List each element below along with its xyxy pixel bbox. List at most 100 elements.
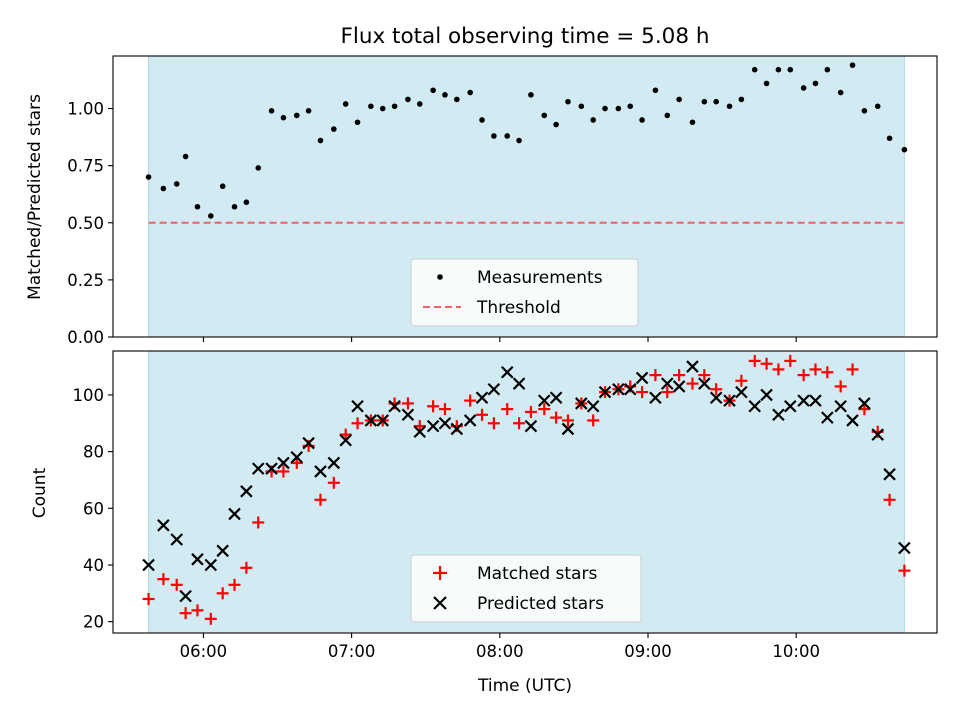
matched-point (883, 493, 896, 506)
measurement-point (331, 126, 337, 132)
predicted-point-d2 (686, 360, 699, 373)
matched-point (191, 604, 204, 617)
predicted-point (660, 377, 674, 390)
matched-point (748, 354, 761, 367)
measurement-point (379, 105, 386, 112)
matched-point (858, 403, 871, 416)
measurement-point (219, 183, 226, 190)
counts-y-tick-label: 100 (73, 386, 105, 405)
measurement-point (243, 199, 250, 206)
predicted-point-d2 (426, 419, 440, 433)
measurement-point (824, 66, 831, 73)
matched-point (710, 383, 723, 396)
predicted-point-d2 (142, 558, 155, 572)
predicted-point-d2 (821, 411, 834, 424)
measurement-point (751, 66, 758, 73)
predicted-point (339, 433, 352, 447)
matched-point (413, 420, 426, 433)
predicted-point-d2 (760, 388, 773, 402)
matched-point (339, 428, 352, 441)
legend-threshold-label: Threshold (476, 298, 561, 318)
measurement-point (689, 119, 696, 126)
predicted-point-d2 (512, 377, 526, 390)
predicted-point (204, 558, 218, 572)
matched-point (561, 414, 574, 427)
measurement-point (726, 103, 733, 110)
measurement-point (491, 133, 497, 139)
ratio-y-ticks: 0.00 0.25 0.50 0.75 1.00 (67, 100, 113, 347)
predicted-point-d2 (191, 553, 204, 566)
predicted-point-d2 (858, 397, 871, 410)
predicted-point (898, 541, 911, 555)
predicted-point-d2 (635, 371, 649, 385)
predicted-point-d2 (277, 456, 290, 470)
predicted-point-d2 (883, 468, 896, 481)
measurement-point (590, 117, 596, 123)
predicted-points (142, 360, 911, 603)
legend-matched-label: Matched stars (477, 564, 597, 584)
predicted-point-d2 (772, 408, 785, 422)
matched-point (240, 561, 253, 574)
matched-point (204, 612, 217, 625)
x-tick-label: 09:00 (624, 642, 672, 661)
predicted-point (698, 377, 711, 390)
predicted-point-d2 (784, 399, 797, 413)
matched-point (821, 366, 834, 379)
predicted-point (760, 388, 773, 402)
measurement-point (664, 112, 671, 119)
predicted-point-d2 (463, 414, 477, 427)
predicted-point (251, 462, 265, 475)
measurement-point (145, 174, 152, 180)
measurement-point (255, 165, 262, 171)
matched-point (501, 403, 514, 416)
measurement-point (849, 62, 856, 68)
legend-predicted-x-icon (433, 596, 447, 610)
matched-point (427, 400, 440, 413)
predicted-point (179, 589, 192, 603)
predicted-point-d2 (834, 399, 847, 413)
measurement-point (861, 108, 868, 114)
counts-legend: Matched stars Predicted stars (410, 554, 642, 623)
measurement-point (430, 87, 436, 94)
predicted-point-d2 (157, 519, 170, 532)
predicted-point-d2 (723, 394, 736, 407)
legend-predicted-label: Predicted stars (477, 594, 604, 614)
predicted-point (809, 394, 822, 407)
predicted-point-d2 (660, 377, 674, 390)
measurement-point (479, 117, 485, 123)
measurement-point (516, 137, 522, 144)
measurement-point (701, 98, 708, 105)
predicted-point (450, 422, 464, 436)
predicted-point (327, 456, 341, 470)
predicted-point (524, 419, 538, 433)
matched-point (797, 369, 810, 382)
predicted-point-d2 (438, 416, 452, 430)
predicted-point (549, 391, 563, 405)
measurement-point (208, 213, 214, 219)
predicted-point-d2 (228, 507, 241, 521)
measurement-point (231, 203, 238, 210)
predicted-point (401, 408, 415, 422)
predicted-point-d2 (290, 451, 304, 464)
counts-axes-frame (112, 350, 938, 634)
matched-point (784, 354, 797, 367)
measurement-point (305, 108, 312, 114)
measurement-point (901, 146, 908, 153)
matched-point (698, 369, 711, 382)
ratio-y-tick-label: 0.50 (67, 214, 104, 233)
predicted-point (351, 399, 364, 413)
measurement-point (541, 112, 548, 119)
x-tick-label: 08:00 (476, 642, 524, 661)
counts-y-tick-label: 20 (83, 613, 104, 632)
measurement-point (391, 103, 398, 110)
measurement-point (652, 87, 659, 94)
measurement-point (627, 103, 634, 110)
predicted-point (376, 414, 390, 427)
predicted-point-d2 (898, 541, 911, 555)
predicted-point (191, 553, 204, 566)
matched-point (401, 397, 414, 410)
measurement-point (787, 66, 794, 73)
predicted-point-d2 (623, 382, 637, 396)
x-tick-label: 10:00 (772, 642, 820, 661)
predicted-point (709, 391, 723, 405)
